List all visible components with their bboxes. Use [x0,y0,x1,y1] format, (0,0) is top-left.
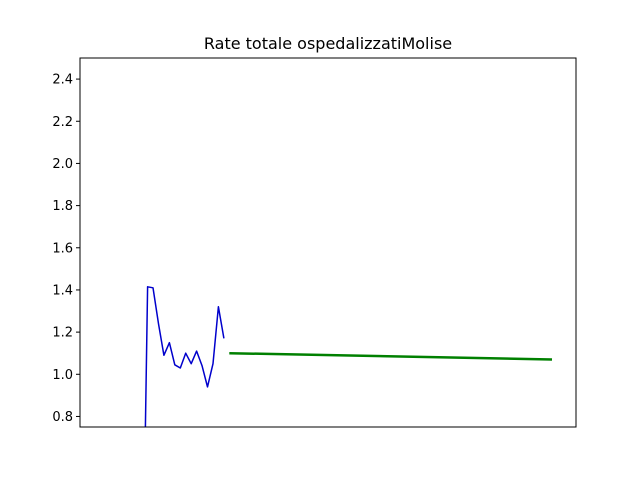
y-tick-label: 1.0 [52,368,73,383]
y-tick-label: 2.4 [52,73,73,88]
plot-frame [79,57,577,428]
y-tick-label: 2.0 [52,157,73,172]
series-line-1 [144,286,225,427]
y-tick-label: 1.2 [52,326,73,341]
y-tick-label: 2.2 [52,115,73,130]
series-line-2 [229,351,553,361]
y-tick-label: 0.8 [52,410,73,425]
series-layer [144,286,553,427]
y-tick-label: 1.6 [52,241,73,256]
chart-title: Rate totale ospedalizzatiMolise [204,34,452,53]
y-tick-label: 1.4 [52,283,73,298]
y-tick-label: 1.8 [52,199,73,214]
y-axis: 0.8 1.0 1.2 1.4 1.6 1.8 2.0 2.2 2.4 [52,73,80,425]
